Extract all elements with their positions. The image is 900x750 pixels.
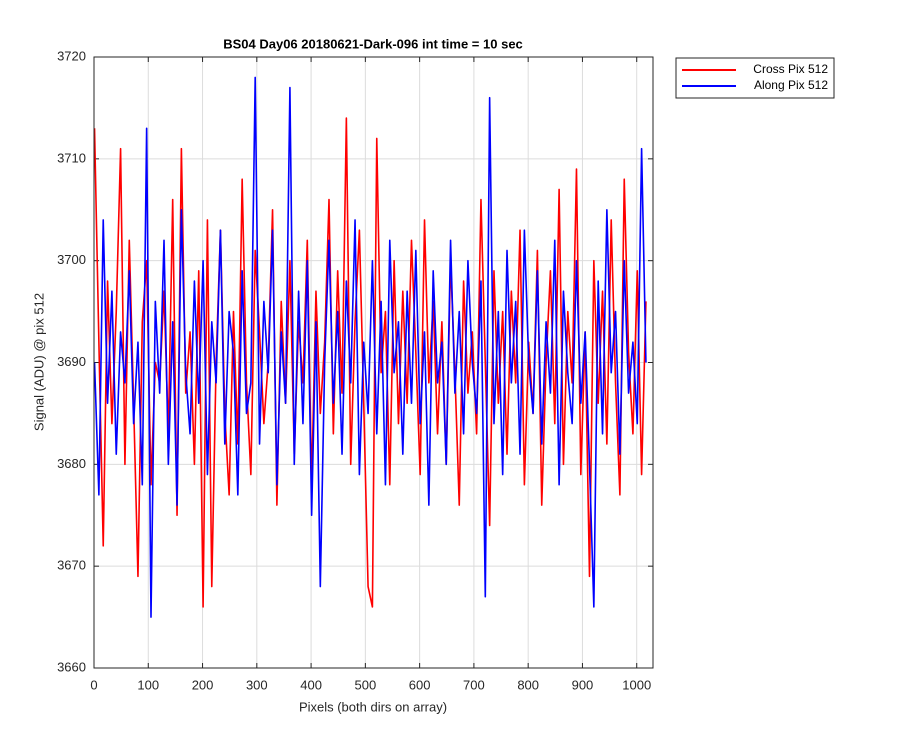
- y-axis-label: Signal (ADU) @ pix 512: [31, 293, 46, 431]
- x-tick-label: 400: [300, 677, 322, 692]
- legend-label: Along Pix 512: [754, 78, 828, 92]
- axes-box: [93, 56, 654, 669]
- y-tick-label: 3660: [57, 659, 86, 674]
- y-tick-label: 3700: [57, 252, 86, 267]
- y-tick-label: 3710: [57, 150, 86, 165]
- x-tick-label: 600: [409, 677, 431, 692]
- legend-label: Cross Pix 512: [753, 62, 828, 76]
- y-tick-label: 3720: [57, 48, 86, 63]
- legend: Cross Pix 512 Along Pix 512: [675, 57, 835, 99]
- x-tick-label: 1000: [622, 677, 651, 692]
- x-tick-label: 700: [463, 677, 485, 692]
- x-tick-label: 500: [355, 677, 377, 692]
- y-tick-label: 3670: [57, 558, 86, 573]
- x-tick-label: 900: [572, 677, 594, 692]
- x-tick-label: 200: [192, 677, 214, 692]
- x-tick-label: 300: [246, 677, 268, 692]
- x-tick-label: 800: [517, 677, 539, 692]
- y-tick-label: 3690: [57, 354, 86, 369]
- x-tick-label: 100: [137, 677, 159, 692]
- y-tick-label: 3680: [57, 456, 86, 471]
- legend-box: [675, 57, 835, 99]
- chart-title: BS04 Day06 20180621-Dark-096 int time = …: [223, 36, 523, 51]
- x-axis-label: Pixels (both dirs on array): [299, 699, 447, 714]
- x-tick-label: 0: [90, 677, 97, 692]
- data-line: [93, 76, 647, 618]
